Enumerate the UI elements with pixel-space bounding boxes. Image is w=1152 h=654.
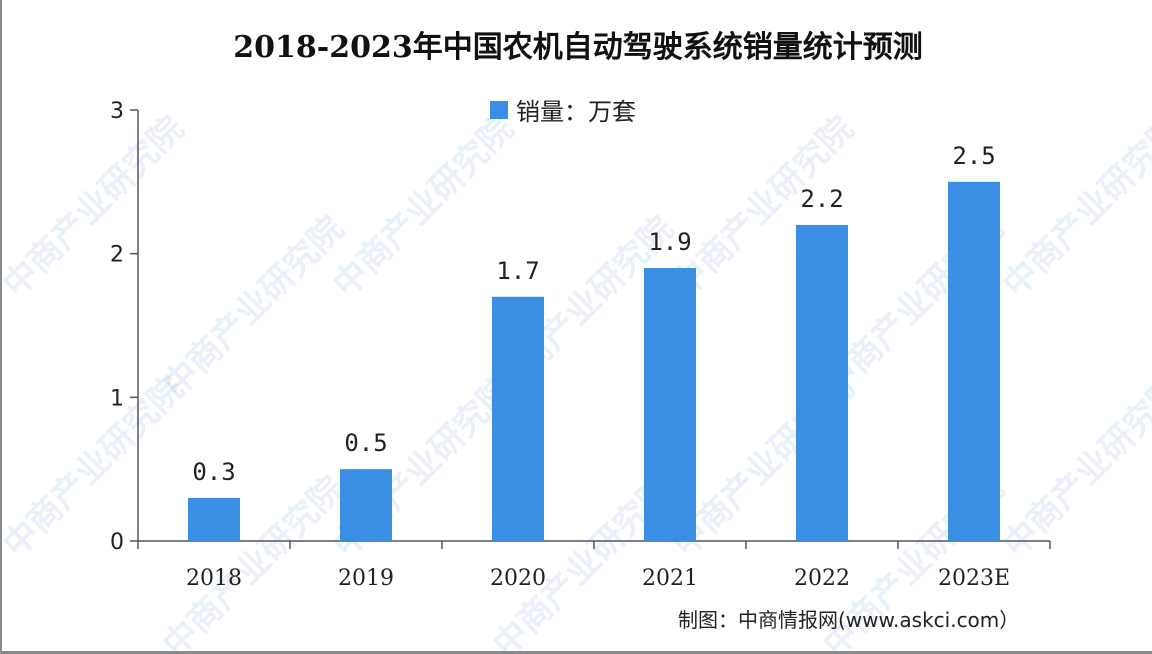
bar [340, 469, 392, 541]
x-tick-label: 2018 [186, 566, 242, 591]
x-tick-label: 2020 [490, 566, 546, 591]
y-tick-label: 3 [110, 99, 124, 124]
bar [948, 181, 1000, 542]
data-label: 2.2 [800, 185, 843, 213]
data-label: 1.7 [496, 257, 539, 285]
legend: 销量：万套 [490, 92, 636, 127]
data-label: 1.9 [648, 228, 691, 256]
y-tick-label: 2 [110, 243, 124, 268]
data-label: 2.5 [952, 142, 995, 170]
legend-swatch [490, 100, 508, 119]
chart-title: 2018-2023年中国农机自动驾驶系统销量统计预测 [233, 30, 923, 65]
bar [492, 296, 544, 541]
bar [644, 268, 696, 541]
source-note: 制图：中商情报网(www.askci.com） [678, 608, 1020, 632]
y-tick-label: 0 [110, 530, 124, 555]
x-tick-label: 2021 [642, 566, 698, 591]
x-tick-label: 2019 [338, 566, 394, 591]
legend-label: 销量：万套 [516, 98, 636, 126]
data-label: 0.5 [344, 429, 387, 457]
bar [188, 497, 240, 541]
data-label: 0.3 [192, 458, 235, 486]
bar [796, 224, 848, 541]
x-tick-label: 2022 [794, 566, 850, 591]
y-tick-label: 1 [110, 386, 124, 411]
x-tick-label: 2023E [938, 566, 1010, 591]
